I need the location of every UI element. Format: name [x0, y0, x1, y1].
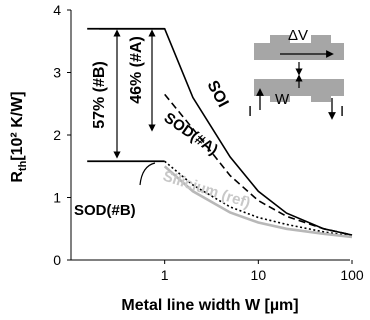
inset-i-right-label: I	[340, 103, 344, 120]
y-tick-label: 0	[53, 252, 61, 268]
x-tick-label: 100	[340, 267, 364, 283]
y-axis-label-main: R	[9, 171, 26, 183]
label-sod-a: SOD(#A)	[161, 109, 221, 158]
series-line-2	[164, 93, 353, 236]
inset-i-left-label: I	[248, 103, 252, 120]
x-axis-label: Metal line width W [µm]	[121, 297, 298, 314]
y-tick-label: 4	[53, 2, 61, 18]
inset-bottom-left-pad	[270, 92, 290, 102]
label-soi: SOI	[203, 78, 231, 110]
y-tick-label: 3	[53, 65, 61, 81]
series-line-4	[163, 165, 353, 239]
annotation-pct-b: 57% (#B)	[91, 61, 108, 129]
y-axis-label-rest: [10² K/W]	[9, 91, 26, 160]
inset-schematic: ΔV W I I	[248, 27, 344, 120]
series-group	[99, 27, 353, 239]
annotation-pct-a: 46% (#A)	[128, 36, 145, 104]
x-tick-label: 10	[251, 267, 267, 283]
label-sod-b: SOD(#B)	[74, 202, 136, 219]
y-tick-label: 2	[53, 127, 61, 143]
inset-top-bar	[254, 43, 344, 60]
inset-w-label: W	[275, 91, 290, 108]
x-tick-label: 1	[161, 267, 169, 283]
y-axis-label: Rth[10² K/W]	[9, 91, 29, 182]
sodb-leader	[139, 162, 156, 186]
series-line-1	[99, 27, 353, 236]
inset-bottom-right-pad	[311, 92, 331, 102]
y-ticks: 0 1 2 3 4	[53, 2, 71, 268]
y-tick-label: 1	[53, 190, 61, 206]
inset-delta-v-label: ΔV	[288, 27, 308, 44]
label-silicium: Silicium (ref)	[161, 168, 253, 212]
inset-top-right-pad	[311, 35, 331, 45]
y-axis-label-sub: th	[17, 160, 29, 171]
series-line-3	[164, 160, 353, 238]
inset-top-left-pad	[270, 35, 290, 45]
x-ticks: 1 10 100	[161, 260, 364, 283]
